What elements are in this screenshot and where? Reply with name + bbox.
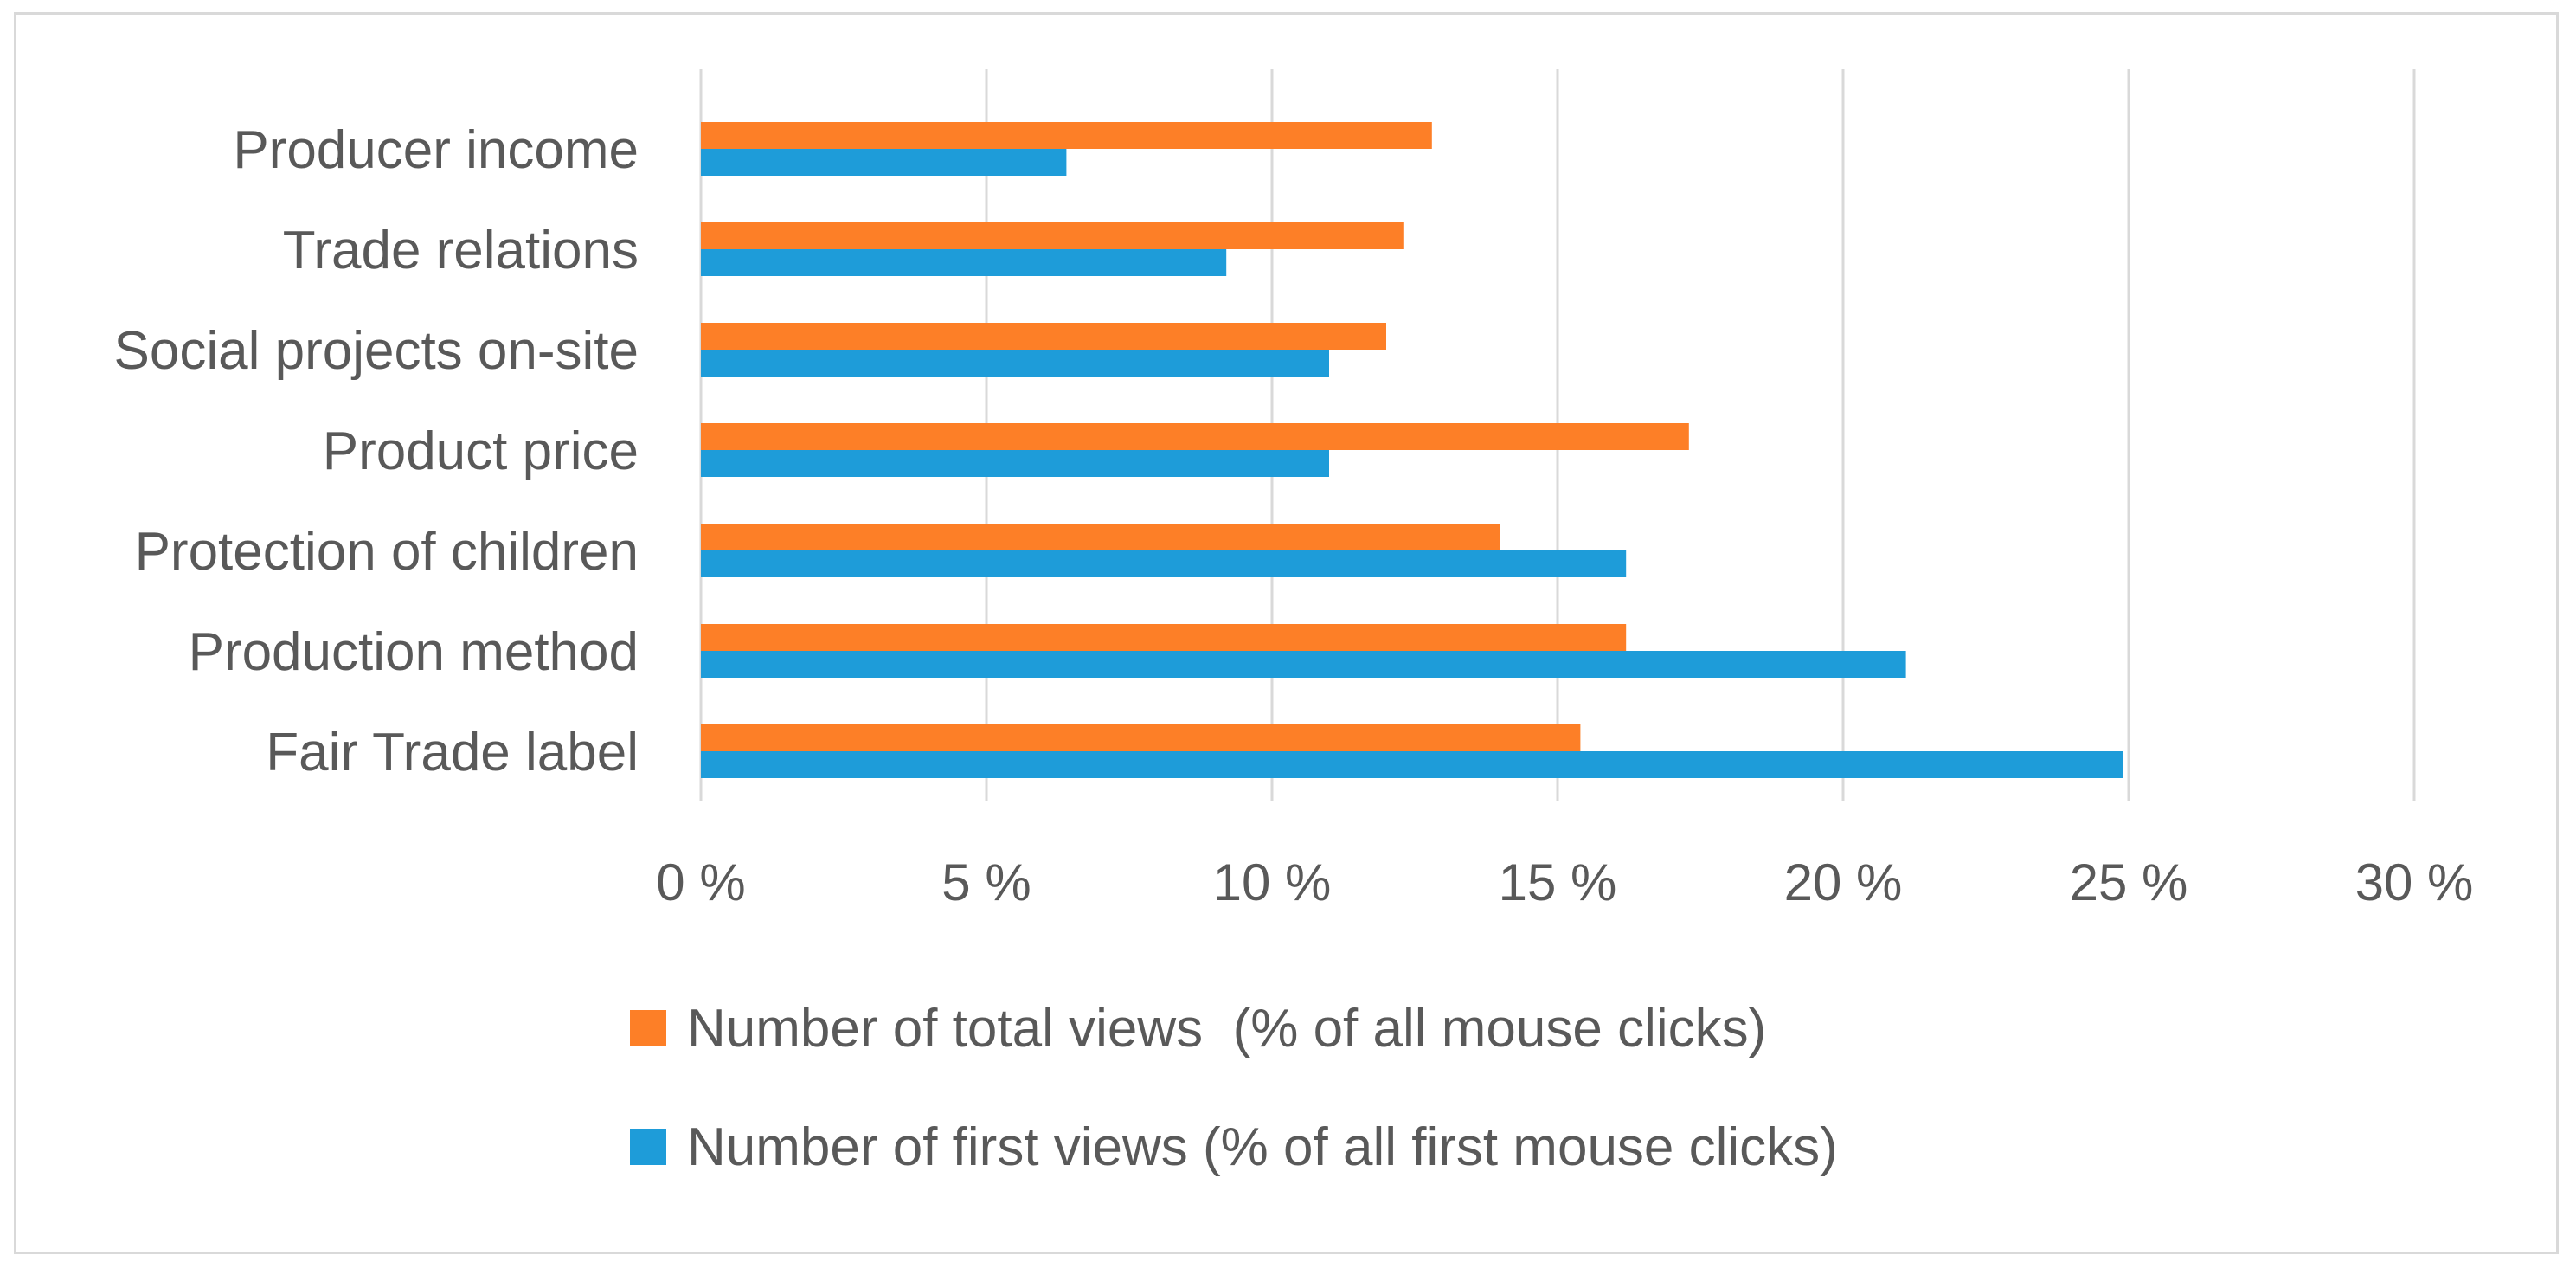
bar-total-views — [701, 724, 1581, 751]
x-tick-label: 10 % — [1213, 853, 1332, 911]
bar-first-views — [701, 249, 1227, 276]
gridlines — [699, 69, 2416, 801]
category-label: Protection of children — [135, 522, 639, 582]
legend-swatch — [630, 1010, 666, 1046]
category-label: Producer income — [233, 120, 639, 180]
legend-label: Number of first views (% of all first mo… — [687, 1117, 1838, 1177]
x-tick-label: 15 % — [1499, 853, 1617, 911]
x-tick-label: 25 % — [2070, 853, 2188, 911]
bar-first-views — [701, 149, 1067, 176]
category-labels: Producer income Trade relations Social pro… — [114, 120, 639, 782]
x-tick-label: 30 % — [2355, 853, 2474, 911]
x-tick-label: 0 % — [656, 853, 745, 911]
bar-first-views — [701, 651, 1906, 678]
bar-total-views — [701, 122, 1432, 149]
bars — [701, 122, 2123, 778]
legend: Number of total views (% of all mouse cl… — [630, 999, 1838, 1177]
bar-first-views — [701, 450, 1329, 477]
bar-total-views — [701, 423, 1689, 450]
x-tick-label: 5 % — [941, 853, 1031, 911]
category-label: Product price — [323, 422, 639, 481]
category-label: Production method — [189, 622, 639, 682]
bar-total-views — [701, 222, 1404, 249]
bar-first-views — [701, 350, 1329, 377]
bar-total-views — [701, 323, 1386, 350]
category-label: Social projects on-site — [114, 321, 639, 381]
bar-first-views — [701, 550, 1627, 577]
bar-total-views — [701, 624, 1627, 651]
category-label: Fair Trade label — [266, 723, 639, 782]
bar-total-views — [701, 524, 1500, 550]
bar-first-views — [701, 751, 2123, 778]
legend-swatch — [630, 1129, 666, 1165]
x-tick-labels: 0 % 5 % 10 % 15 % 20 % 25 % 30 % — [656, 853, 2473, 911]
x-tick-label: 20 % — [1784, 853, 1903, 911]
category-label: Trade relations — [283, 221, 639, 280]
legend-label: Number of total views (% of all mouse cl… — [687, 999, 1766, 1059]
